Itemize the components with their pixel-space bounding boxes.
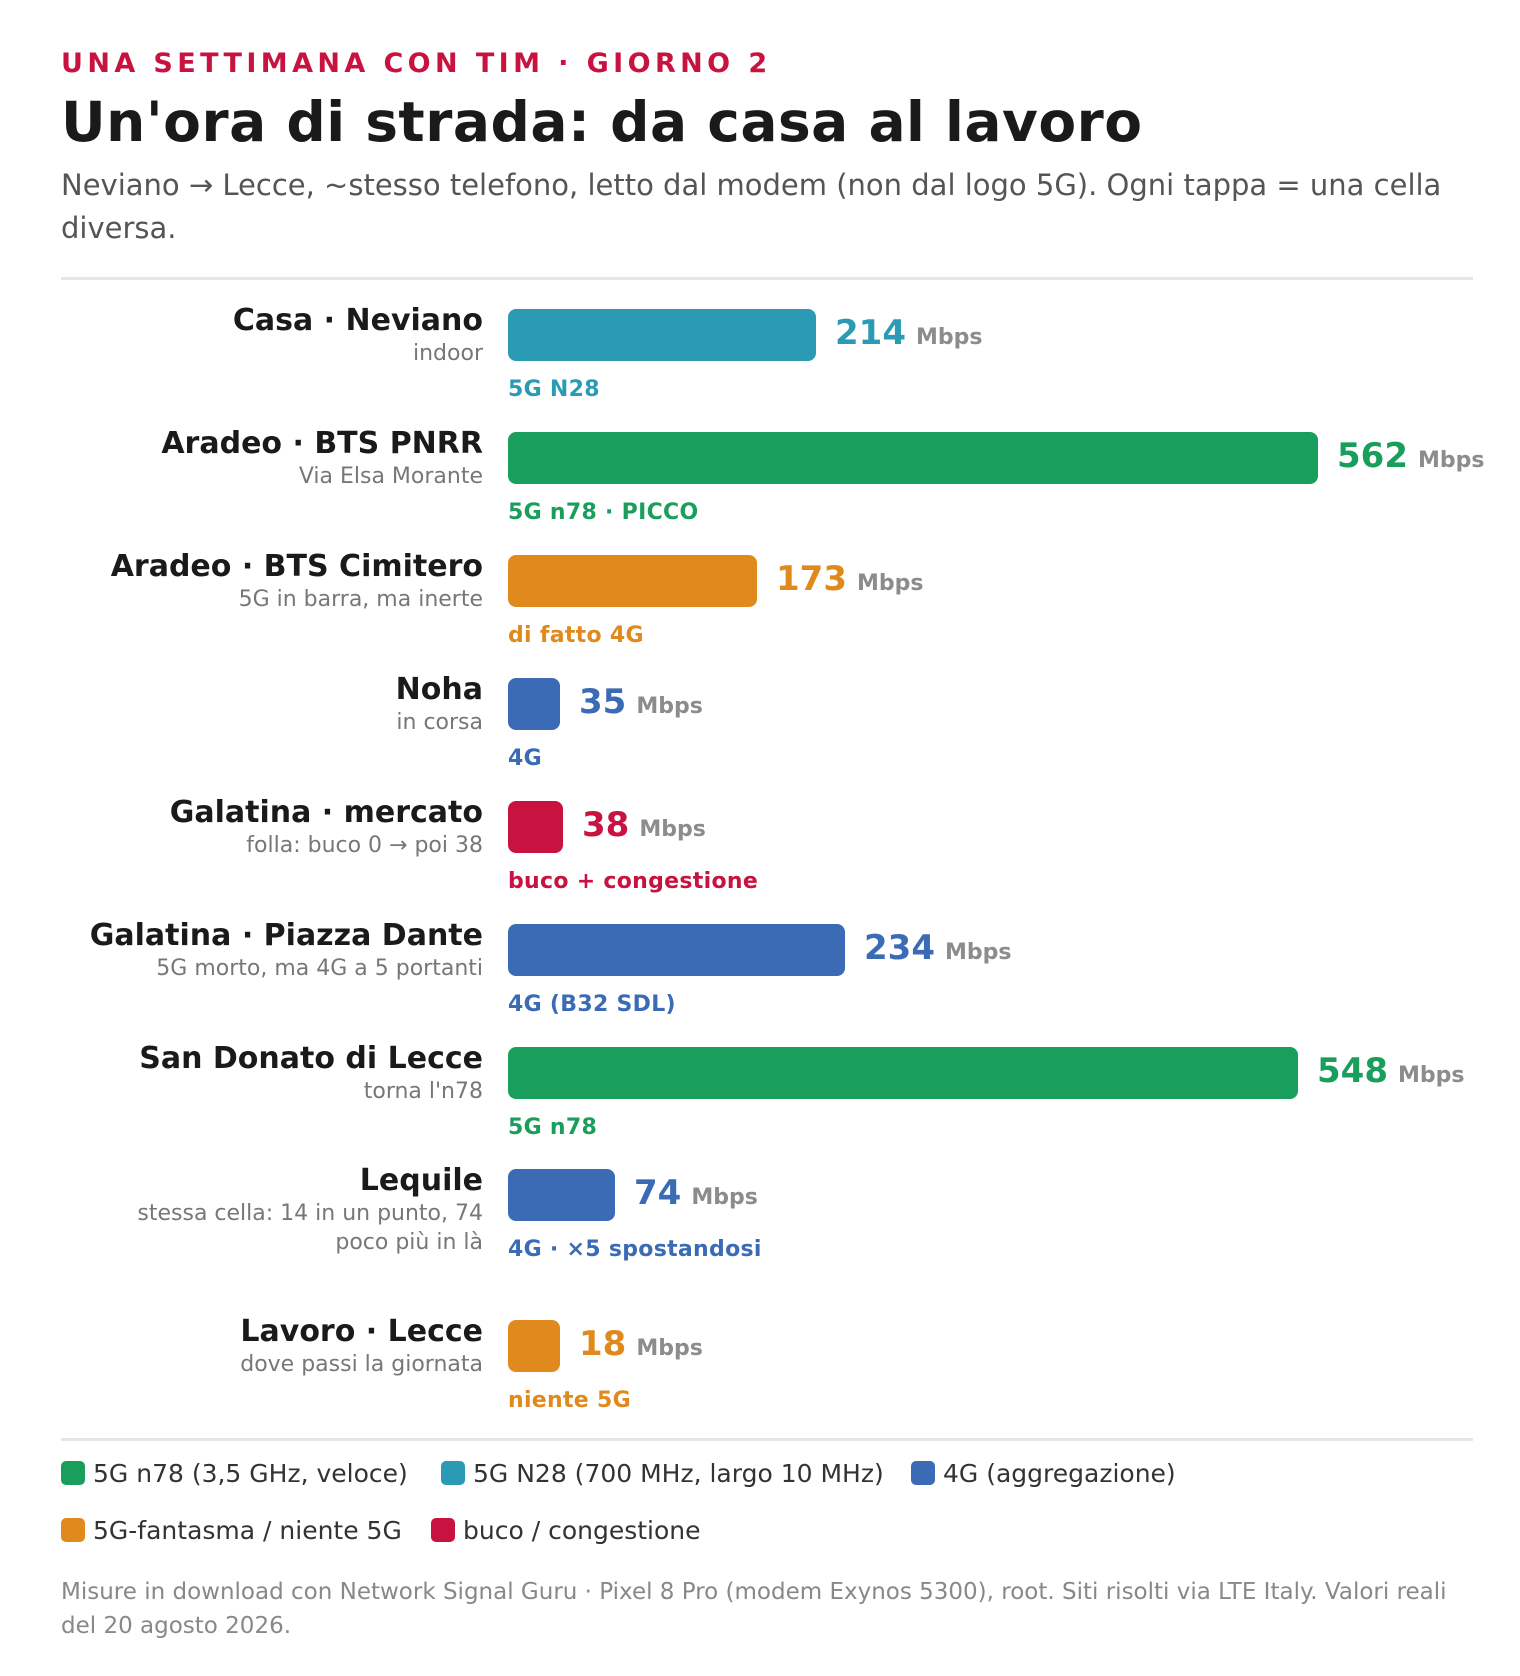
speed-value-label: 234 Mbps [864, 926, 1011, 975]
page-subtitle: Neviano → Lecce, ~stesso telefono, letto… [61, 168, 1442, 245]
legend-label: 5G N28 (700 MHz, largo 10 MHz) [473, 1459, 884, 1488]
stop-label: Noha [395, 672, 483, 707]
speed-bar [508, 1320, 560, 1372]
technology-label: niente 5G [508, 1388, 631, 1413]
stop-label: Galatina · Piazza Dante [89, 918, 483, 953]
stop-note: 5G in barra, ma inerte [238, 587, 483, 612]
legend-item: 5G-fantasma / niente 5G [61, 1515, 402, 1547]
page-title: Un'ora di strada: da casa al lavoro [61, 90, 1143, 154]
technology-label: 4G · ×5 spostandosi [508, 1237, 762, 1262]
legend-label: 5G-fantasma / niente 5G [93, 1516, 402, 1545]
stop-note: folla: buco 0 → poi 38 [246, 833, 483, 858]
bar-row: Galatina · Piazza Dante 5G morto, ma 4G a… [0, 918, 1520, 1038]
legend-swatch [441, 1461, 465, 1485]
technology-label: 4G [508, 746, 542, 771]
legend-item: 4G (aggregazione) [911, 1458, 1176, 1490]
legend-item: 5G N28 (700 MHz, largo 10 MHz) [441, 1458, 884, 1490]
legend-swatch [61, 1461, 85, 1485]
speed-unit: Mbps [1417, 448, 1485, 473]
legend-label: buco / congestione [463, 1516, 701, 1545]
stop-note: 5G morto, ma 4G a 5 portanti [156, 956, 483, 981]
speed-value: 562 [1337, 436, 1408, 476]
bar-row: Lequile stessa cella: 14 in un punto, 74 … [0, 1163, 1520, 1283]
stop-note: Via Elsa Morante [298, 464, 483, 489]
stop-note: in corsa [396, 710, 483, 735]
speed-unit: Mbps [636, 1336, 703, 1361]
stop-label: Casa · Neviano [232, 303, 483, 338]
speed-unit: Mbps [639, 817, 706, 842]
speed-value: 74 [634, 1173, 682, 1213]
speed-bar [508, 801, 563, 853]
bar-row: Galatina · mercato folla: buco 0 → poi 38… [0, 795, 1520, 915]
bar-row: Aradeo · BTS Cimitero 5G in barra, ma ine… [0, 549, 1520, 669]
series-kicker: UNA SETTIMANA CON TIM · GIORNO 2 [61, 48, 772, 79]
speed-value-label: 35 Mbps [579, 680, 703, 729]
speed-unit: Mbps [944, 940, 1012, 965]
stop-note: stessa cella: 14 in un punto, 74 poco pi… [137, 1201, 483, 1255]
footnote: Misure in download con Network Signal Gu… [61, 1579, 1447, 1639]
technology-label: 4G (B32 SDL) [508, 992, 676, 1017]
stop-label: Galatina · mercato [169, 795, 483, 830]
bar-row: Casa · Neviano indoor 214 Mbps 5G N28 [0, 303, 1520, 423]
stop-label: Aradeo · BTS PNRR [161, 426, 483, 461]
stop-note: dove passi la giornata [240, 1352, 483, 1377]
legend-swatch [431, 1518, 455, 1542]
technology-label: di fatto 4G [508, 623, 644, 648]
speed-value-label: 18 Mbps [579, 1322, 703, 1371]
speed-value-label: 74 Mbps [634, 1171, 758, 1220]
top-divider [61, 277, 1473, 280]
technology-label: 5G N28 [508, 377, 600, 402]
speed-unit: Mbps [856, 571, 924, 596]
stop-label: San Donato di Lecce [139, 1041, 483, 1076]
speed-bar [508, 555, 757, 607]
speed-value: 234 [864, 928, 935, 968]
legend-item: 5G n78 (3,5 GHz, veloce) [61, 1458, 408, 1490]
speed-bar [508, 924, 845, 976]
legend-item: buco / congestione [431, 1515, 701, 1547]
stop-note: torna l'n78 [363, 1079, 483, 1104]
stop-label: Lavoro · Lecce [240, 1314, 483, 1349]
speed-unit: Mbps [915, 325, 983, 350]
legend-label: 5G n78 (3,5 GHz, veloce) [93, 1459, 408, 1488]
legend-swatch [911, 1461, 935, 1485]
stop-note: indoor [413, 341, 483, 366]
speed-value: 35 [579, 682, 627, 722]
bar-row: Noha in corsa 35 Mbps 4G [0, 672, 1520, 792]
bar-row: Aradeo · BTS PNRR Via Elsa Morante 562 Mbps… [0, 426, 1520, 546]
speed-value-label: 214 Mbps [835, 311, 982, 360]
speed-unit: Mbps [691, 1185, 758, 1210]
legend-label: 4G (aggregazione) [943, 1459, 1176, 1488]
speed-value-label: 173 Mbps [776, 557, 923, 606]
speed-unit: Mbps [1397, 1063, 1465, 1088]
speed-value-label: 548 Mbps [1317, 1049, 1464, 1098]
speed-bar [508, 309, 816, 361]
bar-row: Lavoro · Lecce dove passi la giornata 18 Mb… [0, 1314, 1520, 1434]
stop-label: Aradeo · BTS Cimitero [110, 549, 483, 584]
speed-bar [508, 1169, 615, 1221]
speed-value: 173 [776, 559, 847, 599]
speed-value: 548 [1317, 1051, 1388, 1091]
speed-bar [508, 678, 560, 730]
speed-unit: Mbps [636, 694, 703, 719]
speed-bar [508, 1047, 1298, 1099]
speed-value: 38 [582, 805, 630, 845]
legend-swatch [61, 1518, 85, 1542]
speed-value-label: 38 Mbps [582, 803, 706, 852]
technology-label: 5G n78 · PICCO [508, 500, 699, 525]
bottom-divider [61, 1438, 1473, 1441]
speed-value: 18 [579, 1324, 627, 1364]
speed-value-label: 562 Mbps [1337, 434, 1484, 483]
speed-value: 214 [835, 313, 906, 353]
stop-label: Lequile [359, 1163, 483, 1198]
speed-bar [508, 432, 1318, 484]
technology-label: buco + congestione [508, 869, 759, 894]
bar-row: San Donato di Lecce torna l'n78 548 Mbps 5G … [0, 1041, 1520, 1161]
technology-label: 5G n78 [508, 1115, 598, 1140]
